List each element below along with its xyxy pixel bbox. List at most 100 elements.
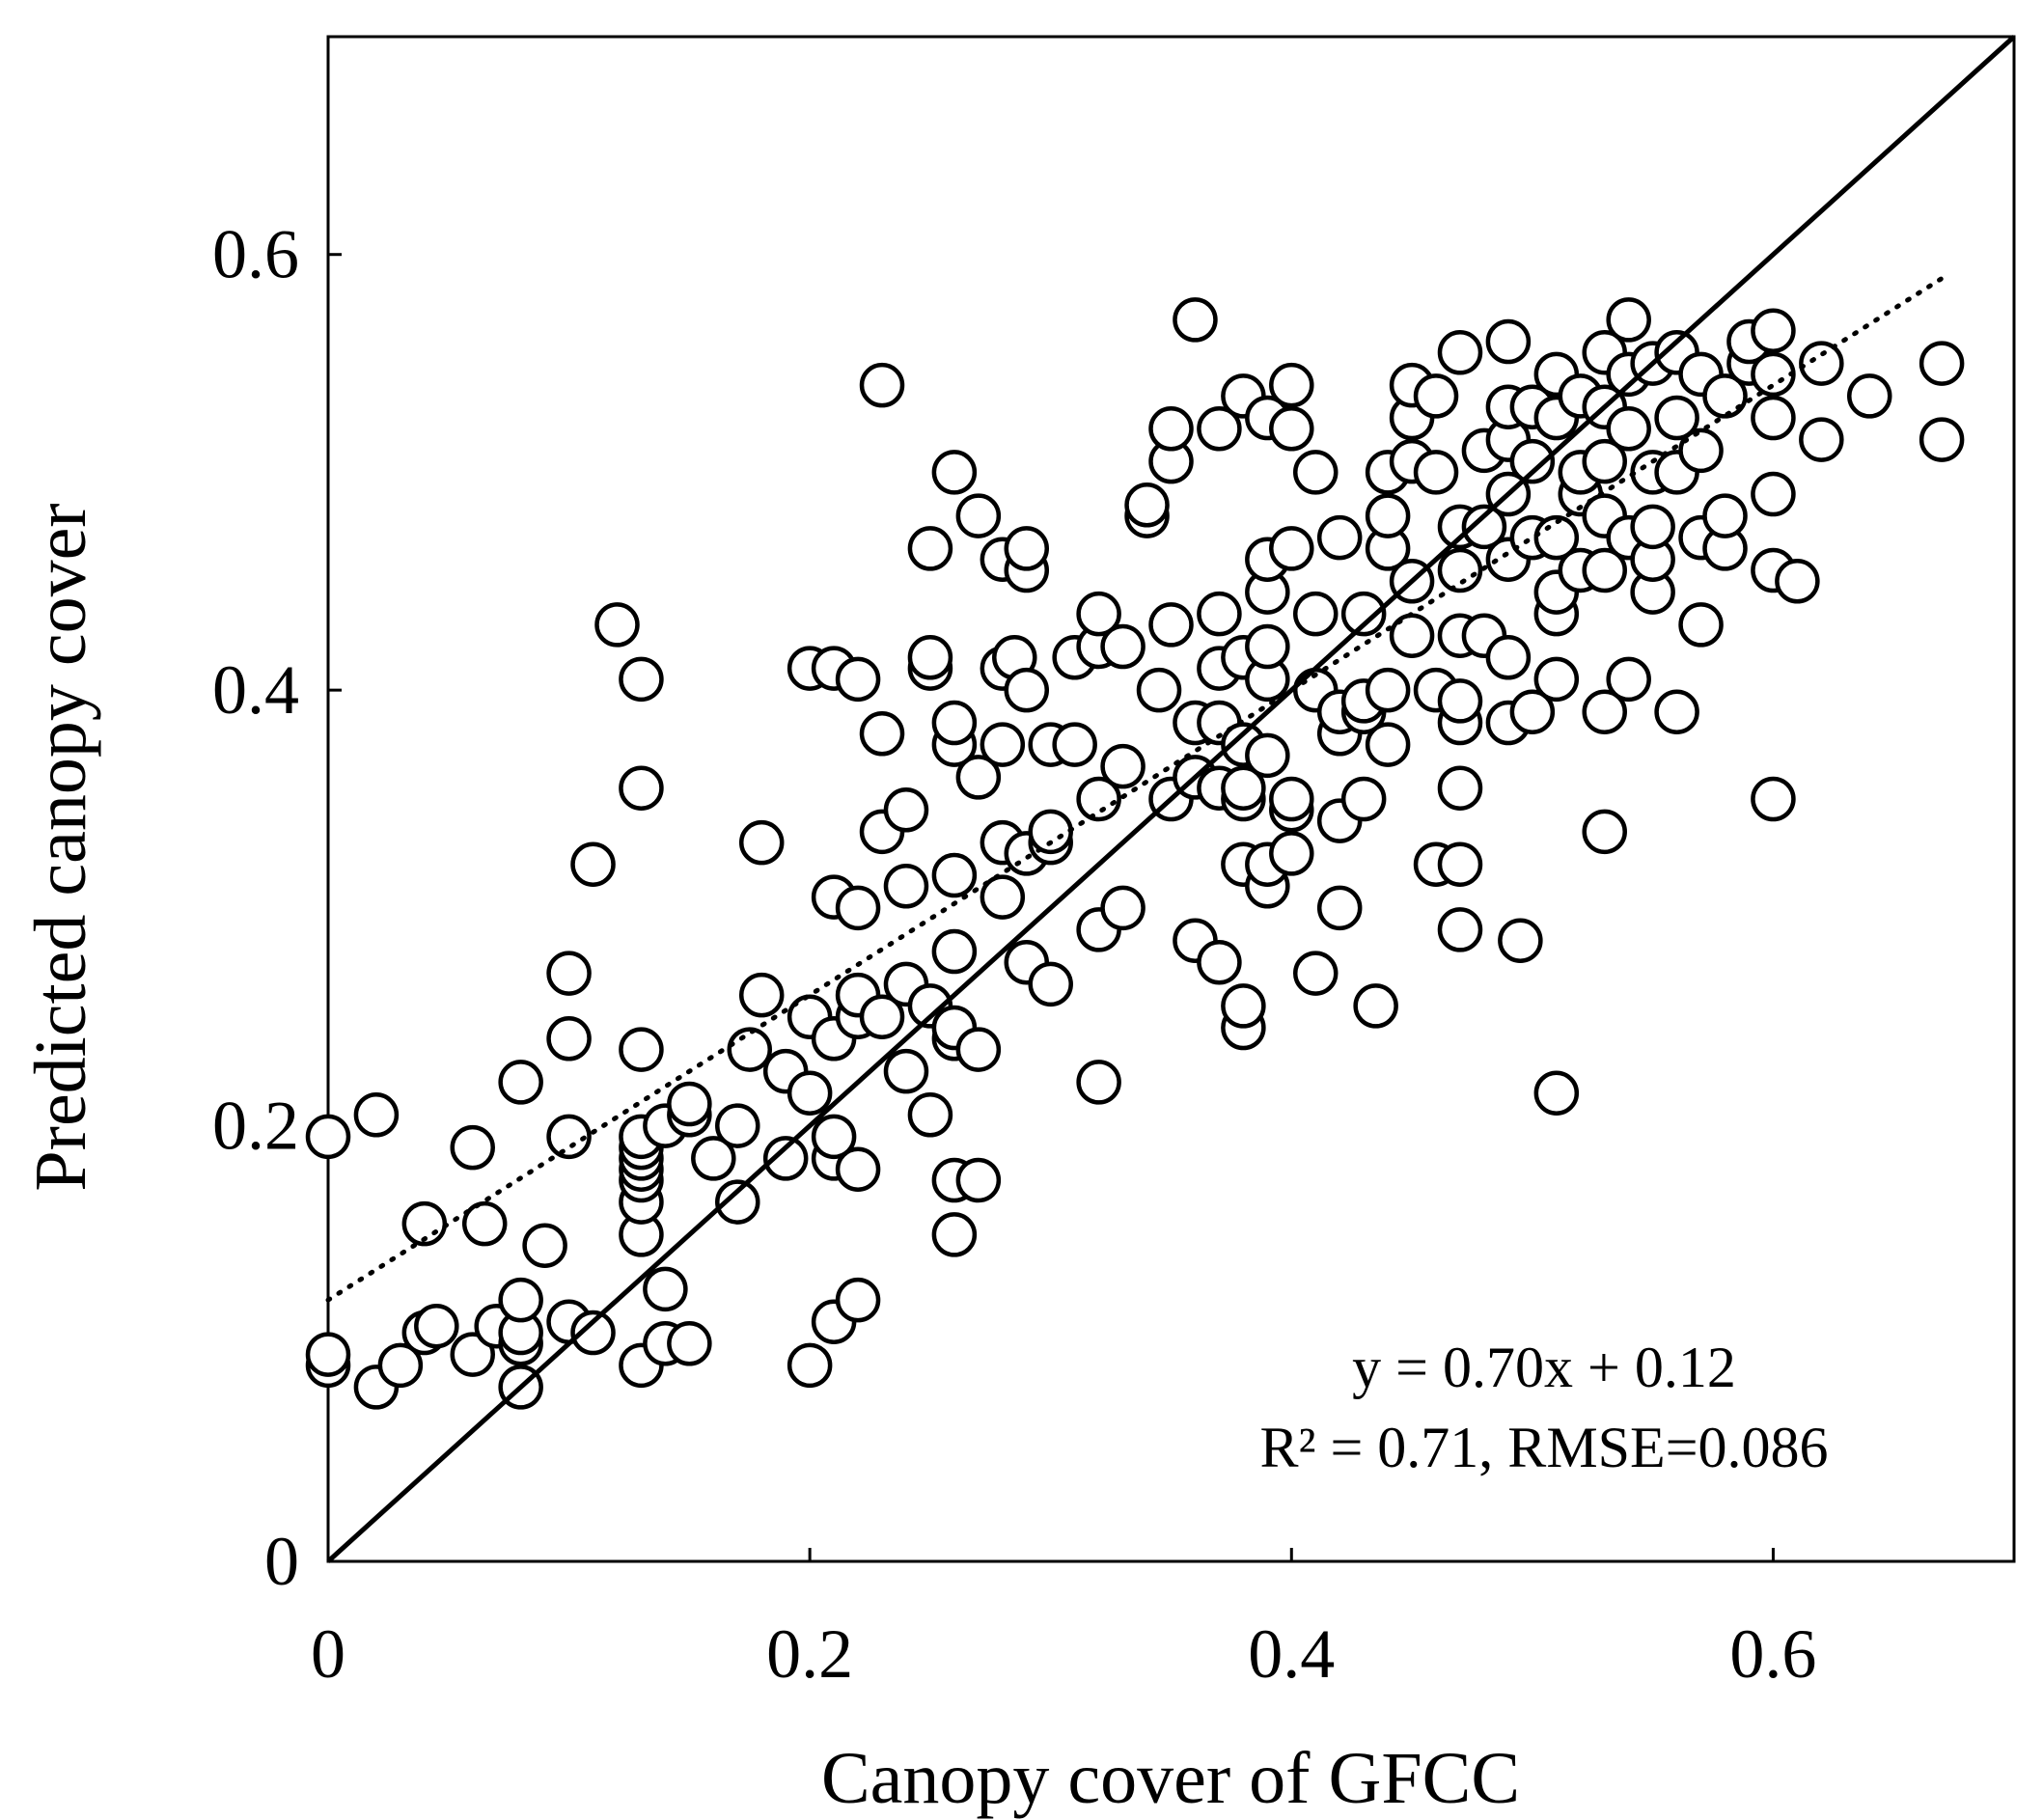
scatter-point: [1582, 438, 1627, 484]
scatter-point: [1028, 961, 1073, 1007]
scatter-point: [1509, 689, 1556, 734]
scatter-point: [594, 602, 640, 648]
scatter-point: [1245, 732, 1290, 779]
scatter-point: [619, 656, 664, 703]
scatter-point: [1654, 689, 1699, 734]
scatter-point: [883, 864, 929, 909]
scatter-point: [1269, 406, 1314, 452]
scatter-point: [727, 1027, 772, 1072]
scatter-point: [1751, 351, 1796, 398]
scatter-point: [1004, 667, 1050, 713]
scatter-point: [1437, 765, 1483, 811]
scatter-point: [859, 711, 905, 757]
scatter-point: [1751, 395, 1796, 441]
scatter-point: [1919, 417, 1965, 462]
scatter-point: [1799, 341, 1844, 386]
scatter-point: [738, 819, 785, 866]
scatter-point: [883, 787, 929, 833]
scatter-point: [1076, 776, 1121, 822]
annotation-equation: y = 0.70x + 0.12: [1352, 1336, 1736, 1399]
scatter-point: [1269, 526, 1314, 571]
y-tick-label: 0.4: [212, 651, 299, 729]
scatter-point: [931, 700, 978, 746]
scatter-point: [1365, 722, 1411, 767]
scatter-point: [955, 1027, 1002, 1072]
scatter-point: [1148, 602, 1194, 648]
scatter-point: [498, 1277, 543, 1323]
y-tick-label: 0.2: [212, 1088, 299, 1165]
scatter-point: [1533, 656, 1580, 703]
scatter-point: [787, 1070, 833, 1116]
scatter-point: [643, 1266, 688, 1312]
scatter-point: [1582, 809, 1627, 855]
scatter-point: [1533, 1070, 1580, 1116]
scatter-point: [1076, 1060, 1121, 1105]
scatter-point: [931, 1212, 978, 1257]
scatter-point: [1136, 667, 1182, 713]
scatter-point: [305, 1332, 351, 1377]
scatter-point: [1292, 450, 1339, 495]
scatter-point: [1509, 438, 1556, 484]
scatter-point: [907, 1092, 953, 1138]
scatter-point: [1365, 667, 1411, 713]
scatter-point: [1582, 689, 1627, 734]
scatter-point: [835, 1277, 881, 1323]
scatter-point: [1340, 591, 1387, 637]
scatter-point: [1124, 483, 1170, 528]
y-tick-label: 0.6: [212, 216, 299, 293]
scatter-point: [1052, 722, 1097, 767]
scatter-point: [931, 928, 978, 975]
scatter-point: [667, 1321, 712, 1366]
scatter-point: [1197, 406, 1242, 452]
scatter-point: [619, 765, 664, 811]
scatter-point: [1606, 656, 1651, 703]
x-tick-label: 0.6: [1729, 1615, 1816, 1693]
scatter-point: [1269, 831, 1314, 876]
scatter-point: [1437, 330, 1483, 375]
scatter-point: [955, 1157, 1002, 1203]
y-tick-labels: 0 0.2 0.4 0.6: [212, 216, 299, 1600]
scatter-point: [1919, 341, 1965, 386]
scatter-point: [1630, 504, 1675, 550]
scatter-point: [1413, 450, 1459, 495]
scatter-point: [980, 874, 1026, 920]
scatter-point: [353, 1092, 400, 1138]
scatter-point: [1340, 776, 1387, 822]
scatter-point: [1702, 493, 1748, 538]
scatter-point: [570, 841, 616, 887]
scatter-point: [1751, 471, 1796, 517]
scatter-point: [450, 1124, 495, 1171]
scatter-point: [931, 852, 978, 898]
scatter-point: [1221, 765, 1266, 811]
scatter-point: [835, 885, 881, 931]
annotation-stats: R² = 0.71, RMSE=0.086: [1259, 1416, 1828, 1479]
x-tick-label: 0.2: [766, 1615, 853, 1693]
x-axis-title: Canopy cover of GFCC: [821, 1738, 1520, 1819]
scatter-point: [1799, 417, 1844, 462]
scatter-point: [1413, 373, 1459, 419]
scatter-point: [762, 1136, 809, 1181]
scatter-point: [1100, 885, 1146, 931]
scatter-point: [1197, 591, 1242, 637]
scatter-point: [1437, 907, 1483, 952]
scatter-point: [1437, 678, 1483, 724]
scatter-point: [907, 635, 953, 680]
scatter-point: [1847, 373, 1892, 419]
scatter-point: [1292, 951, 1339, 996]
scatter-point: [907, 526, 953, 571]
scatter-point: [1173, 297, 1218, 343]
scatter-point: [1004, 526, 1050, 571]
scatter-point: [1437, 547, 1483, 593]
scatter-point: [738, 972, 785, 1018]
scatter-point: [461, 1200, 508, 1247]
one-to-one-line: [326, 35, 2016, 1563]
scatter-point: [1148, 406, 1194, 452]
scatter-point: [1582, 547, 1627, 593]
data-points: [305, 297, 1965, 1410]
scatter-point: [619, 1027, 664, 1072]
scatter-point: [1100, 623, 1146, 670]
scatter-point: [305, 1114, 351, 1160]
scatter-point: [1606, 406, 1651, 452]
scatter-point: [1292, 591, 1339, 637]
